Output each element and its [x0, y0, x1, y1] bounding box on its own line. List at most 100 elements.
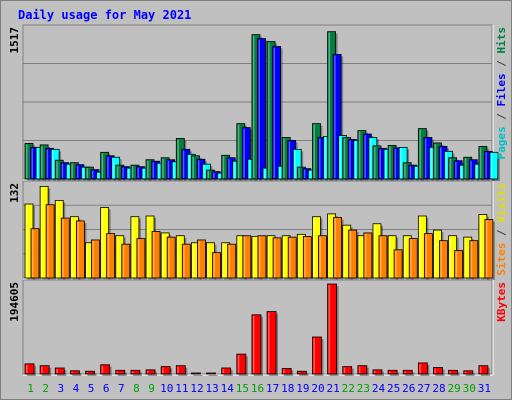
bar-kbytes-day-16	[251, 314, 263, 376]
x-tick-label-day-7: 7	[118, 382, 125, 395]
bar-sites-day-12	[197, 239, 208, 280]
x-tick-label-day-9: 9	[148, 382, 155, 395]
legend-visits: Visits	[495, 183, 508, 223]
bar-sites-day-23	[363, 232, 374, 280]
bar-kbytes-day-4	[69, 370, 82, 376]
x-tick-label-day-28: 28	[432, 382, 445, 395]
x-tick-label-day-13: 13	[205, 382, 218, 395]
x-tick-label-day-19: 19	[296, 382, 309, 395]
bar-kbytes-day-13	[206, 372, 218, 376]
bar-sites-day-10	[166, 236, 178, 280]
x-tick-label-day-25: 25	[387, 382, 400, 395]
bar-kbytes-day-20	[312, 336, 324, 376]
bar-sites-day-15	[242, 235, 253, 280]
bar-sites-day-19	[302, 236, 314, 280]
bar-kbytes-day-6	[100, 364, 112, 376]
bar-sites-day-14	[227, 243, 238, 280]
bar-sites-day-20	[318, 235, 329, 280]
bar-kbytes-day-22	[342, 366, 354, 376]
bar-kbytes-day-30	[463, 370, 475, 376]
bar-sites-day-6	[106, 233, 117, 280]
bar-sites-day-24	[378, 235, 389, 280]
x-tick-label-day-15: 15	[236, 382, 249, 395]
bar-kbytes-day-7	[115, 369, 127, 376]
bar-kbytes-day-15	[236, 353, 248, 376]
bar-sites-day-4	[75, 220, 87, 280]
x-tick-label-day-4: 4	[73, 382, 80, 395]
x-tick-label-day-2: 2	[42, 382, 49, 395]
bar-kbytes-day-3	[54, 367, 67, 376]
x-tick-label-day-3: 3	[58, 382, 65, 395]
y-axis-max-bottom: 194605	[8, 282, 21, 322]
y-axis-max-middle: 132	[8, 183, 21, 203]
x-tick-label-day-23: 23	[357, 382, 370, 395]
bar-kbytes-day-10	[160, 366, 173, 376]
bar-pages-day-31	[489, 151, 500, 181]
bar-sites-day-16	[257, 235, 268, 280]
x-tick-label-day-5: 5	[88, 382, 95, 395]
x-tick-label-day-12: 12	[190, 382, 203, 395]
x-tick-label-day-8: 8	[133, 382, 140, 395]
legend-hits: Hits	[495, 27, 508, 54]
bar-files-day-17	[272, 46, 283, 181]
x-tick-label-day-29: 29	[448, 382, 461, 395]
bar-kbytes-day-8	[130, 369, 142, 376]
bar-files-day-21	[332, 54, 344, 181]
bar-kbytes-day-9	[145, 369, 158, 376]
bar-sites-day-18	[287, 236, 299, 280]
bar-sites-day-2	[45, 204, 57, 280]
bar-kbytes-day-1	[24, 363, 36, 376]
bar-sites-day-13	[212, 252, 223, 280]
bar-sites-day-30	[469, 240, 480, 280]
legend-pages: Pages	[495, 126, 508, 159]
bar-sites-day-22	[348, 229, 359, 280]
bar-files-day-16	[257, 38, 268, 182]
bar-kbytes-day-23	[357, 365, 369, 376]
x-axis-day-labels: 1 2 3 4 5 6 7 8 9 10 11 12 13 14 15 16 17 18 19 20 21 22 23 24 2…	[27, 382, 491, 395]
bar-kbytes-day-19	[296, 370, 309, 376]
x-tick-label-day-10: 10	[160, 382, 173, 395]
bar-sites-day-7	[121, 243, 132, 280]
x-tick-label-day-30: 30	[463, 382, 476, 395]
bar-sites-day-26	[408, 238, 420, 280]
chart-title: Daily usage for May 2021	[18, 8, 191, 22]
bar-sites-day-1	[30, 228, 41, 280]
bar-kbytes-day-24	[372, 369, 384, 376]
bar-kbytes-day-27	[417, 362, 430, 376]
x-tick-label-day-6: 6	[103, 382, 110, 395]
bar-kbytes-day-28	[433, 367, 445, 376]
legend-kbytes: KBytes	[495, 282, 508, 322]
x-tick-label-day-31: 31	[478, 382, 491, 395]
legend-top: Pages / Files / Hits	[495, 27, 508, 160]
legend-separator: /	[495, 223, 508, 243]
bar-kbytes-day-12	[191, 372, 203, 376]
bar-files-day-15	[241, 127, 253, 181]
x-tick-label-day-24: 24	[372, 382, 386, 395]
y-axis-max-top: 1517	[8, 27, 21, 54]
x-tick-label-day-27: 27	[417, 382, 430, 395]
bar-kbytes-day-11	[175, 365, 188, 376]
x-tick-label-day-22: 22	[342, 382, 355, 395]
bar-sites-day-9	[151, 231, 163, 280]
bar-sites-day-27	[423, 233, 435, 280]
bar-sites-day-29	[454, 250, 465, 280]
bar-kbytes-day-18	[281, 368, 294, 376]
bar-sites-day-21	[333, 217, 344, 280]
x-tick-label-day-26: 26	[402, 382, 415, 395]
legend-separator: /	[495, 54, 508, 74]
bar-kbytes-day-17	[266, 311, 279, 376]
bar-sites-day-25	[393, 249, 405, 280]
bar-sites-day-5	[91, 239, 102, 280]
bar-sites-day-8	[136, 238, 147, 280]
bar-sites-day-11	[181, 243, 193, 280]
bar-kbytes-day-14	[221, 367, 233, 376]
legend-sites: Sites	[495, 243, 508, 276]
x-tick-label-day-17: 17	[266, 382, 279, 395]
bar-kbytes-day-2	[39, 365, 52, 376]
x-tick-label-day-11: 11	[175, 382, 188, 395]
x-tick-label-day-20: 20	[311, 382, 324, 395]
bar-kbytes-day-26	[402, 369, 415, 376]
panel-middle-visits-sites	[22, 180, 495, 280]
x-tick-label-day-1: 1	[27, 382, 34, 395]
